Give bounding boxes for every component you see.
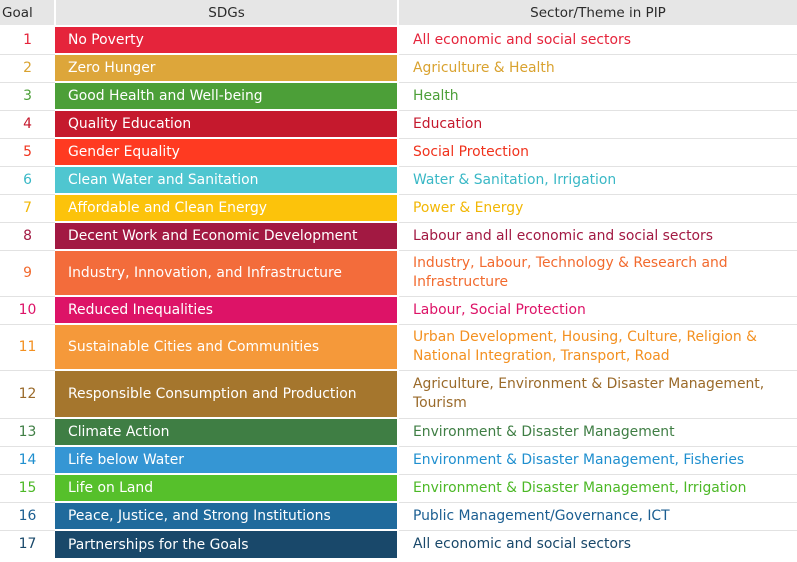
sector-theme: Agriculture & Health (398, 54, 797, 83)
goal-number: 15 (0, 474, 55, 503)
sdg-name: Partnerships for the Goals (55, 530, 399, 558)
sector-column-header: Sector/Theme in PIP (398, 0, 797, 27)
goal-number: 16 (0, 502, 55, 531)
sdg-name: Life below Water (55, 446, 399, 475)
table-row: 8 Decent Work and Economic Development Lab… (0, 222, 797, 251)
table-row: 1 No Poverty All economic and social secto… (0, 26, 797, 55)
table-row: 6 Clean Water and Sanitation Water & Sanit… (0, 166, 797, 195)
table-body: 1 No Poverty All economic and social secto… (0, 26, 797, 558)
sdg-name: Quality Education (55, 110, 399, 139)
table-row: 3 Good Health and Well-being Health (0, 82, 797, 111)
sdg-name: Peace, Justice, and Strong Institutions (55, 502, 399, 531)
sdg-name: Affordable and Clean Energy (55, 194, 399, 223)
sector-theme: Power & Energy (398, 194, 797, 223)
goal-number: 3 (0, 82, 55, 111)
goal-number: 2 (0, 54, 55, 83)
goal-number: 14 (0, 446, 55, 475)
goal-number: 4 (0, 110, 55, 139)
goal-number: 1 (0, 26, 55, 55)
goal-number: 7 (0, 194, 55, 223)
goal-number: 11 (0, 324, 55, 371)
goal-number: 17 (18, 536, 37, 553)
sector-theme: Health (398, 82, 797, 111)
goal-number: 9 (0, 250, 55, 297)
table-row: 10 Reduced Inequalities Labour, Social Pro… (0, 296, 797, 325)
table-row: 13 Climate Action Environment & Disaster M… (0, 418, 797, 447)
sector-theme: Public Management/Governance, ICT (398, 502, 797, 531)
sector-theme: All economic and social sectors (413, 535, 631, 552)
sdg-name: Industry, Innovation, and Infrastructure (55, 250, 399, 297)
sector-theme: Labour, Social Protection (398, 296, 797, 325)
sdg-name: Gender Equality (55, 138, 399, 167)
table-row: 16 Peace, Justice, and Strong Institution… (0, 502, 797, 531)
sector-theme: Environment & Disaster Management (398, 418, 797, 447)
sdg-name: No Poverty (55, 26, 399, 55)
goal-number: 8 (0, 222, 55, 251)
goal-number: 10 (0, 296, 55, 325)
sector-theme: Water & Sanitation, Irrigation (398, 166, 797, 195)
goal-column-header: Goal (0, 0, 56, 27)
sdg-name: Zero Hunger (55, 54, 399, 83)
sdg-name: Life on Land (55, 474, 399, 503)
sdg-name: Decent Work and Economic Development (55, 222, 399, 251)
table-row: 11 Sustainable Cities and Communities Urba… (0, 324, 797, 371)
sector-theme: Urban Development, Housing, Culture, Rel… (398, 324, 797, 371)
goal-number: 13 (0, 418, 55, 447)
header-row: Goal SDGs Sector/Theme in PIP (0, 0, 797, 27)
goal-number: 6 (0, 166, 55, 195)
sdg-name: Reduced Inequalities (55, 296, 399, 325)
sector-theme: All economic and social sectors (398, 26, 797, 55)
sdg-name: Responsible Consumption and Production (55, 370, 399, 419)
table-row: 2 Zero Hunger Agriculture & Health (0, 54, 797, 83)
sector-theme: Social Protection (398, 138, 797, 167)
sdg-name: Sustainable Cities and Communities (55, 324, 399, 371)
table-row: 17 Partnerships for the Goals All economic… (0, 530, 797, 558)
sdgs-column-header: SDGs (55, 0, 399, 27)
sdg-name: Clean Water and Sanitation (55, 166, 399, 195)
goal-number: 5 (0, 138, 55, 167)
table-row: 9 Industry, Innovation, and Infrastructur… (0, 250, 797, 297)
table-row: 15 Life on Land Environment & Disaster Man… (0, 474, 797, 503)
sector-theme: Education (398, 110, 797, 139)
goal-number: 12 (0, 370, 55, 419)
sector-theme: Environment & Disaster Management, Fishe… (398, 446, 797, 475)
table-row: 7 Affordable and Clean Energy Power & Ener… (0, 194, 797, 223)
table-row: 12 Responsible Consumption and Production… (0, 370, 797, 419)
sdg-name: Climate Action (55, 418, 399, 447)
table-row: 4 Quality Education Education (0, 110, 797, 139)
sector-theme: Labour and all economic and social secto… (398, 222, 797, 251)
sector-theme: Industry, Labour, Technology & Research … (398, 250, 797, 297)
sector-theme: Environment & Disaster Management, Irrig… (398, 474, 797, 503)
sector-theme: Agriculture, Environment & Disaster Mana… (398, 370, 797, 419)
table-row: 14 Life below Water Environment & Disaster… (0, 446, 797, 475)
table-row: 5 Gender Equality Social Protection (0, 138, 797, 167)
sdg-name: Good Health and Well-being (55, 82, 399, 111)
